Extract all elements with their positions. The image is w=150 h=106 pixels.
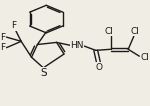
Text: O: O (95, 63, 102, 72)
Text: HN: HN (70, 41, 84, 50)
Text: F: F (11, 22, 16, 30)
Text: F: F (0, 43, 5, 52)
Text: Cl: Cl (140, 53, 149, 62)
Text: Cl: Cl (130, 27, 139, 36)
Text: F: F (0, 33, 5, 42)
Text: S: S (40, 68, 47, 78)
Text: Cl: Cl (105, 27, 113, 36)
